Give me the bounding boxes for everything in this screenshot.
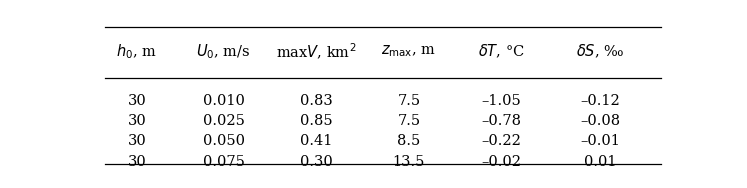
Text: 8.5: 8.5 xyxy=(397,134,421,148)
Text: 0.85: 0.85 xyxy=(300,114,332,128)
Text: –0.22: –0.22 xyxy=(482,134,521,148)
Text: 0.83: 0.83 xyxy=(300,94,332,108)
Text: 0.30: 0.30 xyxy=(300,155,332,168)
Text: –0.12: –0.12 xyxy=(580,94,620,108)
Text: 0.01: 0.01 xyxy=(583,155,616,168)
Text: 0.010: 0.010 xyxy=(202,94,244,108)
Text: max$V$, km$^2$: max$V$, km$^2$ xyxy=(276,42,356,61)
Text: –1.05: –1.05 xyxy=(482,94,521,108)
Text: –0.78: –0.78 xyxy=(482,114,521,128)
Text: 7.5: 7.5 xyxy=(397,94,421,108)
Text: $z_{\rm max}$, m: $z_{\rm max}$, m xyxy=(382,44,436,59)
Text: $U_0$, m/s: $U_0$, m/s xyxy=(196,42,251,61)
Text: 30: 30 xyxy=(128,94,146,108)
Text: 30: 30 xyxy=(128,114,146,128)
Text: 0.075: 0.075 xyxy=(202,155,244,168)
Text: 0.025: 0.025 xyxy=(202,114,244,128)
Text: –0.02: –0.02 xyxy=(482,155,521,168)
Text: 30: 30 xyxy=(128,155,146,168)
Text: –0.01: –0.01 xyxy=(580,134,620,148)
Text: $\delta S$, ‰: $\delta S$, ‰ xyxy=(576,43,624,60)
Text: –0.08: –0.08 xyxy=(580,114,620,128)
Text: 0.41: 0.41 xyxy=(300,134,332,148)
Text: 0.050: 0.050 xyxy=(202,134,244,148)
Text: 30: 30 xyxy=(128,134,146,148)
Text: $h_0$, m: $h_0$, m xyxy=(117,42,157,61)
Text: $\delta T$, °C: $\delta T$, °C xyxy=(478,43,525,60)
Text: 7.5: 7.5 xyxy=(397,114,421,128)
Text: 13.5: 13.5 xyxy=(393,155,425,168)
